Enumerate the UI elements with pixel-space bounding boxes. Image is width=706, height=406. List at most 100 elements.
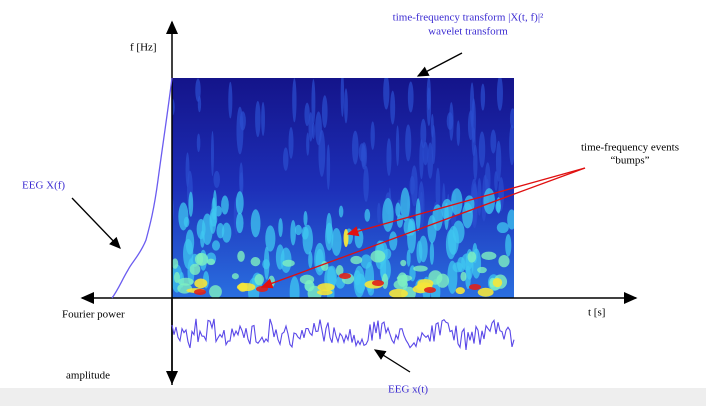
blob xyxy=(185,152,190,188)
blob xyxy=(209,208,217,234)
blob xyxy=(452,262,463,273)
signal-arrow xyxy=(373,349,411,373)
blob xyxy=(289,276,300,298)
blob xyxy=(210,130,214,177)
blob xyxy=(335,264,344,276)
blob xyxy=(397,272,408,287)
frequency-label: f [Hz] xyxy=(130,42,157,54)
blob xyxy=(386,138,392,177)
blob xyxy=(194,278,208,289)
blob xyxy=(278,218,283,237)
signal-label: EEG x(t) xyxy=(388,384,428,396)
blob xyxy=(196,133,201,153)
blob xyxy=(318,129,326,177)
bottom-strip xyxy=(0,388,706,406)
blob xyxy=(261,101,265,136)
blob xyxy=(352,130,359,165)
blob xyxy=(390,90,396,125)
blob xyxy=(236,282,256,292)
blob xyxy=(360,254,372,269)
blob xyxy=(302,224,313,255)
blob xyxy=(460,271,467,282)
blob xyxy=(353,265,365,298)
blob xyxy=(325,222,334,251)
blob xyxy=(370,121,375,150)
blob xyxy=(283,147,289,171)
blob xyxy=(228,81,233,119)
blob xyxy=(221,195,229,215)
blob xyxy=(400,259,407,267)
blob xyxy=(481,251,497,261)
blob xyxy=(495,201,501,213)
blob xyxy=(308,251,313,269)
amplitude-label: amplitude xyxy=(66,370,110,382)
blob xyxy=(331,227,342,256)
blob xyxy=(469,284,481,290)
blob xyxy=(350,255,363,265)
blob xyxy=(509,108,514,129)
blob xyxy=(396,214,403,228)
event-arrow xyxy=(346,167,586,237)
blob xyxy=(426,87,432,127)
blob xyxy=(268,275,275,288)
blob xyxy=(418,235,428,263)
blob xyxy=(431,124,436,165)
blob xyxy=(496,222,509,234)
blob xyxy=(338,205,344,218)
blob xyxy=(206,258,216,266)
blob xyxy=(377,202,381,224)
title: time-frequency transform |X(t, f)|² xyxy=(393,12,544,24)
blob xyxy=(370,250,386,263)
spectrum-curve xyxy=(111,77,173,299)
blob xyxy=(490,129,497,154)
blob xyxy=(237,250,245,262)
blob xyxy=(311,79,316,125)
blob xyxy=(405,124,412,162)
blob xyxy=(188,191,194,217)
blob xyxy=(492,277,503,288)
blob xyxy=(372,280,384,286)
blob xyxy=(388,231,398,251)
blob xyxy=(304,102,310,127)
blob xyxy=(250,209,261,238)
blob xyxy=(469,82,475,128)
blob xyxy=(498,254,510,268)
blob xyxy=(456,120,461,146)
blob xyxy=(417,278,434,288)
blob xyxy=(419,139,424,180)
blob xyxy=(344,88,348,124)
blob xyxy=(383,78,390,110)
blob xyxy=(409,175,415,195)
spectrum-arrow xyxy=(71,197,121,249)
blob xyxy=(307,285,322,298)
blob xyxy=(495,140,502,182)
signal-curve xyxy=(171,318,515,351)
bumps-label: “bumps” xyxy=(610,155,649,167)
blob xyxy=(509,124,514,166)
blob xyxy=(311,122,315,139)
blob xyxy=(462,202,473,229)
blob xyxy=(183,216,190,228)
blob xyxy=(288,126,294,159)
blob xyxy=(200,230,205,248)
blob xyxy=(455,287,465,295)
blob xyxy=(407,81,414,113)
blob xyxy=(395,125,400,167)
blob xyxy=(480,83,486,111)
blob xyxy=(395,202,401,217)
event-arrow xyxy=(260,167,586,289)
blob xyxy=(265,225,276,252)
blob xyxy=(435,167,441,211)
blob xyxy=(209,285,222,298)
blob xyxy=(282,259,295,267)
blob xyxy=(308,112,313,142)
blob xyxy=(477,266,487,274)
blob xyxy=(294,224,302,236)
blob xyxy=(424,287,436,293)
blob xyxy=(343,229,349,247)
blob xyxy=(478,131,486,168)
blob xyxy=(255,100,261,138)
blob xyxy=(194,289,206,295)
blob xyxy=(185,229,195,255)
